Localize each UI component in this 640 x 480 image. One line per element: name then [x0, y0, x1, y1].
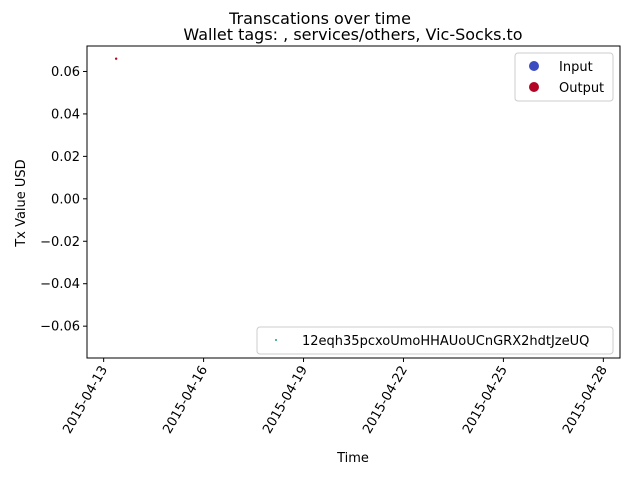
y-tick-label: −0.04: [40, 277, 80, 292]
plot-area: [86, 45, 621, 359]
legend-output-label: Output: [559, 81, 604, 96]
x-tick-label: 2015-04-13: [60, 364, 111, 437]
chart-title: Transcations over time: [228, 9, 411, 28]
data-point: [114, 57, 118, 60]
x-axis: 2015-04-13 2015-04-16 2015-04-19 2015-04-22…: [60, 358, 611, 437]
x-tick-label: 2015-04-19: [260, 364, 311, 437]
legend-input-label: Input: [559, 60, 593, 75]
x-axis-label: Time: [336, 451, 369, 466]
y-axis: 0.06 0.04 0.02 0.00 −0.02 −0.04 −0.06: [40, 65, 87, 335]
y-tick-label: −0.06: [40, 320, 80, 335]
legend-output-marker: [529, 82, 539, 92]
legend-top-right-frame: [514, 52, 614, 102]
y-tick-label: 0.06: [51, 65, 80, 80]
y-axis-label: Tx Value USD: [14, 159, 29, 247]
legend-bottom-right: 12eqh35pcxoUmoHHAUoUCnGRX2hdtJzeUQ: [256, 326, 614, 355]
x-tick-label: 2015-04-16: [160, 364, 211, 437]
x-tick-label: 2015-04-22: [360, 364, 411, 437]
legend-wallet-marker: [275, 339, 277, 341]
legend-wallet-label: 12eqh35pcxoUmoHHAUoUCnGRX2hdtJzeUQ: [302, 334, 589, 349]
y-tick-label: 0.04: [51, 107, 80, 122]
y-tick-label: 0.02: [51, 150, 80, 165]
legend-top-right: Input Output: [514, 52, 614, 102]
x-tick-label: 2015-04-25: [460, 364, 511, 437]
legend-input-marker: [529, 61, 539, 71]
legend-bottom-right-frame: [256, 326, 614, 355]
chart-subtitle: Wallet tags: , services/others, Vic-Sock…: [183, 25, 522, 44]
y-tick-label: 0.00: [51, 192, 80, 207]
x-tick-label: 2015-04-28: [560, 364, 611, 437]
y-tick-label: −0.02: [40, 235, 80, 250]
data-points: [114, 57, 118, 60]
